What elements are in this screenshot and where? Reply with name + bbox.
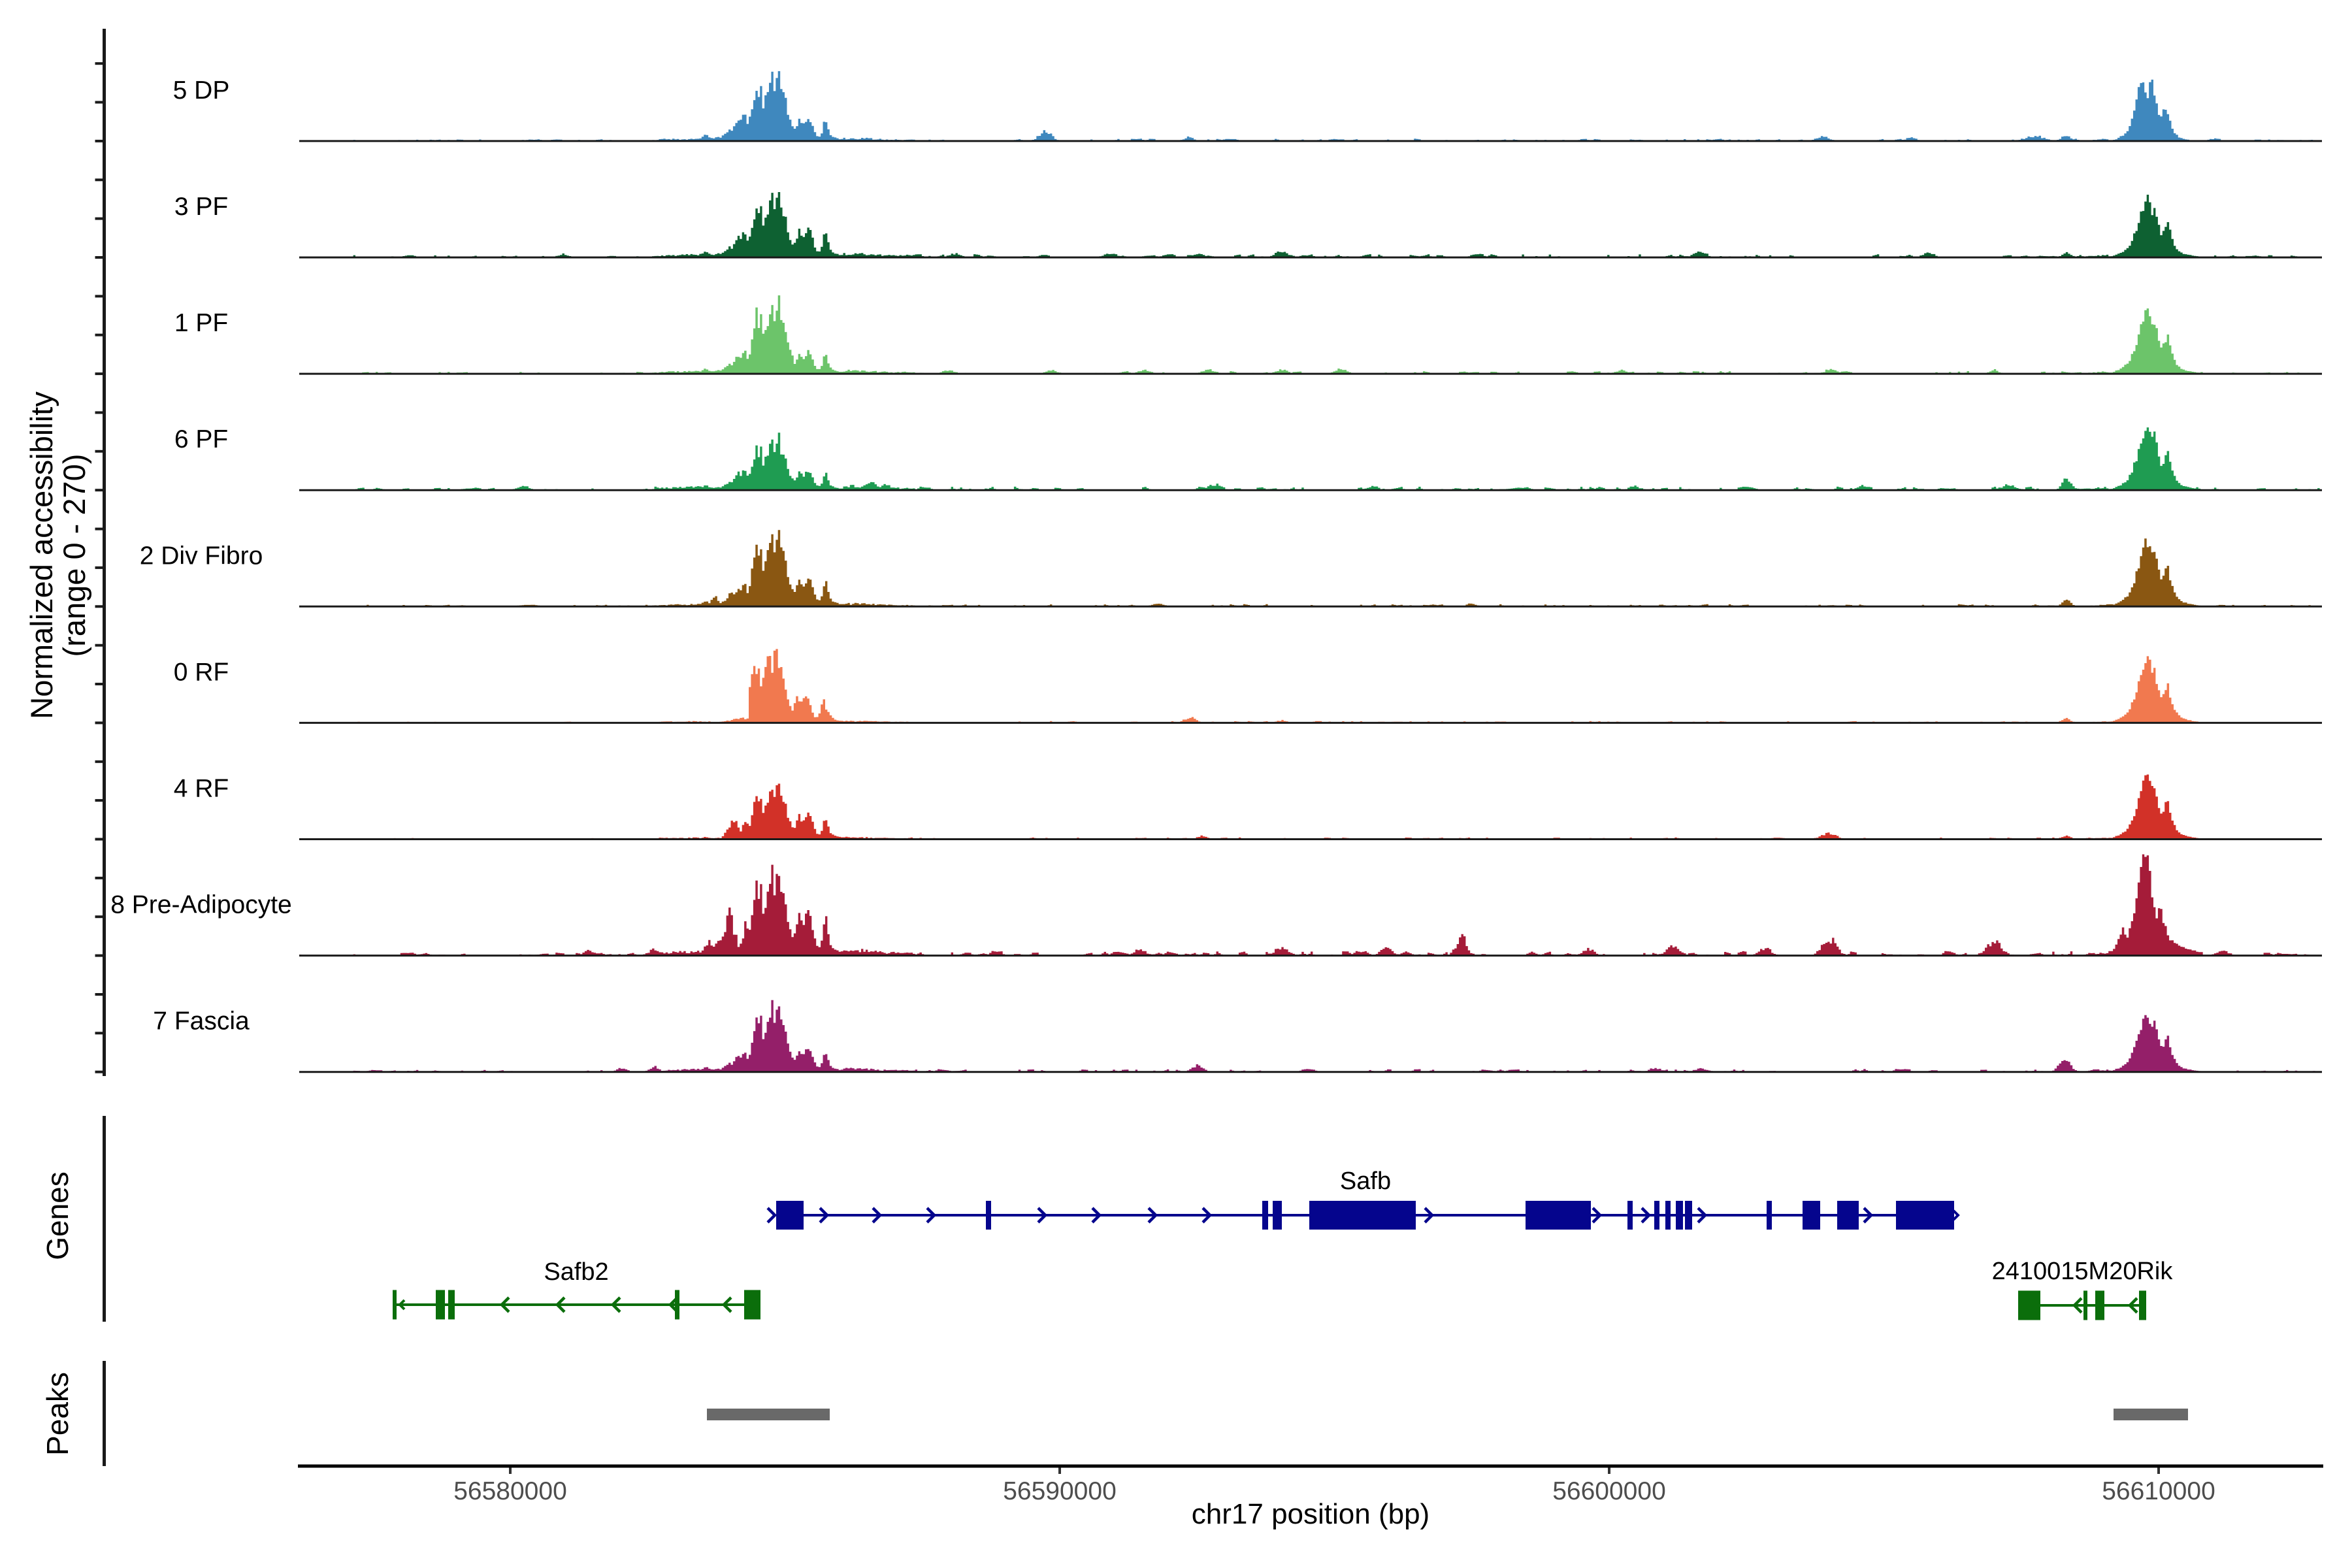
svg-text:Genes: Genes bbox=[41, 1171, 74, 1260]
svg-text:3 PF: 3 PF bbox=[174, 193, 228, 221]
svg-text:4 RF: 4 RF bbox=[174, 775, 229, 803]
svg-text:(range 0 - 270): (range 0 - 270) bbox=[57, 454, 91, 657]
svg-text:Normalized accessibility: Normalized accessibility bbox=[24, 391, 59, 719]
svg-text:2410015M20Rik: 2410015M20Rik bbox=[1992, 1258, 2174, 1285]
svg-text:5 DP: 5 DP bbox=[173, 76, 230, 105]
svg-text:56590000: 56590000 bbox=[1003, 1477, 1117, 1505]
svg-text:1 PF: 1 PF bbox=[174, 309, 228, 337]
svg-text:56580000: 56580000 bbox=[453, 1477, 567, 1505]
svg-text:Safb: Safb bbox=[1340, 1168, 1391, 1195]
svg-text:6 PF: 6 PF bbox=[174, 425, 228, 453]
svg-text:0 RF: 0 RF bbox=[174, 658, 229, 686]
svg-text:56610000: 56610000 bbox=[2102, 1477, 2215, 1505]
svg-text:2 Div Fibro: 2 Div Fibro bbox=[140, 542, 263, 570]
svg-text:7 Fascia: 7 Fascia bbox=[153, 1007, 250, 1036]
svg-text:Peaks: Peaks bbox=[41, 1372, 74, 1456]
svg-text:8 Pre-Adipocyte: 8 Pre-Adipocyte bbox=[110, 891, 291, 919]
svg-text:chr17 position (bp): chr17 position (bp) bbox=[1192, 1498, 1429, 1530]
svg-text:56600000: 56600000 bbox=[1552, 1477, 1666, 1505]
svg-text:Safb2: Safb2 bbox=[544, 1258, 608, 1286]
